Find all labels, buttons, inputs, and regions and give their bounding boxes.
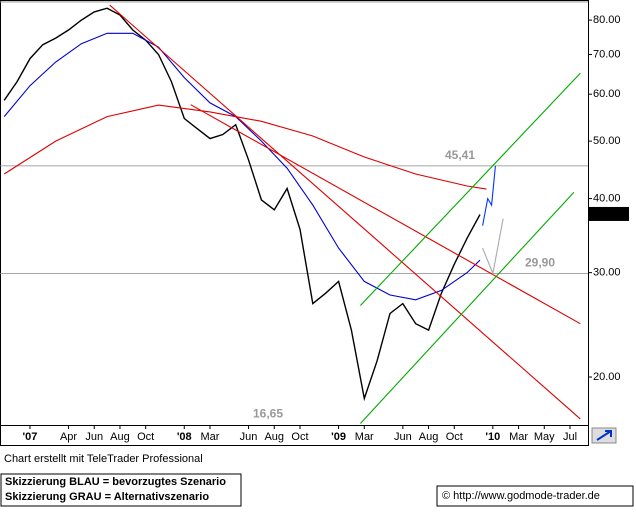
x-tick-label: '10 [485, 431, 500, 443]
series-line [359, 191, 575, 424]
x-tick-label: Jun [85, 431, 103, 443]
note: Skizzierung GRAU = Alternativszenario [5, 491, 209, 503]
series-line [482, 218, 504, 276]
x-tick-label: Apr [60, 431, 77, 443]
x-tick-label: Jun [240, 431, 258, 443]
x-tick-label: '09 [331, 431, 346, 443]
y-tick-label: 80.00 [593, 14, 621, 26]
source: © http://www.godmode-trader.de [442, 490, 600, 502]
x-tick-label: Mar [200, 431, 219, 443]
last-price-box [589, 206, 629, 221]
x-tick-label: Oct [446, 431, 463, 443]
x-tick-label: Mar [509, 431, 528, 443]
x-tick-label: Aug [110, 431, 130, 443]
series-line [3, 32, 481, 301]
series-line [3, 104, 487, 190]
level-label: 16,65 [253, 406, 283, 420]
x-tick-label: Jul [563, 431, 577, 443]
x-tick-label: '08 [177, 431, 192, 443]
last-price-label: 37,68 [592, 208, 620, 220]
x-tick-label: Aug [264, 431, 284, 443]
y-tick-label: 70.00 [593, 48, 621, 60]
x-tick-label: Mar [355, 431, 374, 443]
x-tick-label: Oct [137, 431, 154, 443]
series-line [109, 4, 581, 420]
x-tick-label: Oct [291, 431, 308, 443]
y-tick-label: 50.00 [593, 135, 621, 147]
nav-icon [596, 430, 612, 441]
source-box [436, 485, 634, 507]
level-label: 29,90 [525, 256, 555, 270]
credit: Chart erstellt mit TeleTrader Profession… [4, 453, 203, 465]
y-tick-label: 60.00 [593, 88, 621, 100]
y-tick-label: 40.00 [593, 192, 621, 204]
y-tick-label: 30.00 [593, 267, 621, 279]
x-tick-label: Aug [419, 431, 439, 443]
note: Skizzierung BLAU = bevorzugtes Szenario [5, 476, 226, 488]
notes-box [0, 473, 242, 507]
series-line [360, 72, 581, 306]
level-label: 45,41 [445, 148, 475, 162]
y-tick-label: 20.00 [593, 371, 621, 383]
x-tick-label: Jun [394, 431, 412, 443]
x-tick-label: '07 [23, 431, 38, 443]
series-line [190, 104, 581, 325]
series-line [3, 7, 481, 402]
x-tick-label: May [534, 431, 555, 443]
x-axis-strip [0, 425, 589, 446]
series-line [482, 165, 496, 226]
